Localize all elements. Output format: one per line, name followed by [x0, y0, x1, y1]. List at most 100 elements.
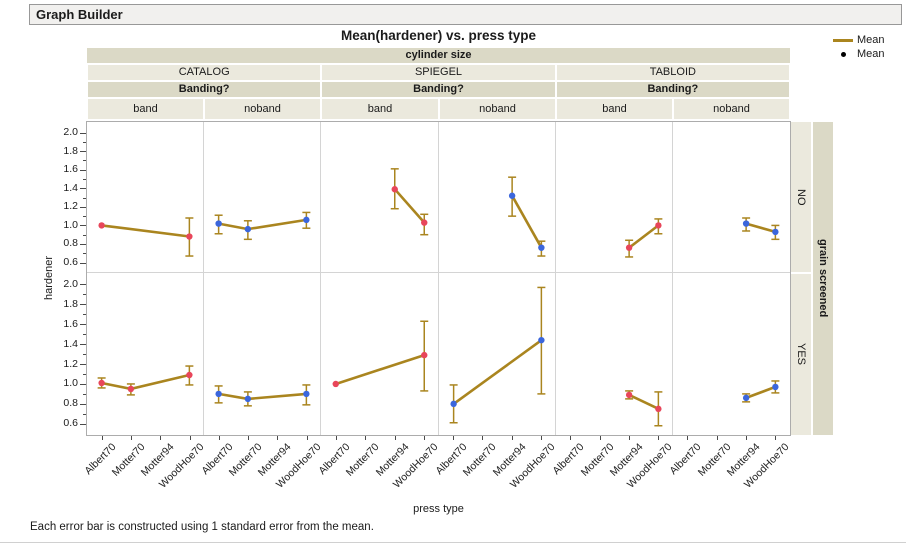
- mean-marker[interactable]: [303, 216, 310, 224]
- y-tick-label: 1.6: [63, 163, 78, 176]
- panel-plot: [332, 320, 429, 392]
- y-minor-tick: [83, 253, 86, 255]
- mean-marker[interactable]: [98, 379, 105, 387]
- row-group-NO[interactable]: NO: [791, 122, 811, 272]
- panel-YES-TABLOID-noband[interactable]: [673, 273, 790, 435]
- y-minor-tick: [83, 314, 86, 316]
- y-tick-label: 1.8: [63, 144, 78, 157]
- panel-YES-CATALOG-band[interactable]: [87, 273, 204, 435]
- y-minor-tick: [83, 393, 86, 395]
- mean-marker[interactable]: [303, 390, 310, 398]
- mean-marker[interactable]: [655, 405, 662, 413]
- mean-marker[interactable]: [186, 371, 193, 379]
- y-tick-label: 1.8: [63, 297, 78, 310]
- panel-NO-CATALOG-noband[interactable]: [204, 122, 321, 273]
- mean-marker[interactable]: [742, 394, 750, 402]
- x-tick: [394, 436, 396, 440]
- panel-NO-TABLOID-band[interactable]: [556, 122, 673, 273]
- y-tick: [80, 344, 86, 346]
- mean-marker[interactable]: [127, 385, 135, 393]
- panel-plot: [508, 176, 546, 257]
- mean-marker[interactable]: [772, 383, 779, 391]
- subgroup-header-band-4[interactable]: band: [557, 99, 672, 119]
- legend-item-mean-point[interactable]: Mean: [833, 47, 885, 61]
- y-tick-label: 1.2: [63, 200, 78, 213]
- y-minor-tick: [83, 216, 86, 218]
- mean-marker[interactable]: [508, 192, 516, 199]
- mean-marker[interactable]: [215, 220, 222, 227]
- banding-header-spiegel[interactable]: Banding?: [322, 82, 555, 97]
- mean-marker[interactable]: [450, 400, 457, 408]
- subgroup-header-band-2[interactable]: band: [322, 99, 438, 119]
- mean-line: [218, 392, 307, 401]
- mean-marker[interactable]: [98, 222, 105, 229]
- mean-marker[interactable]: [742, 220, 750, 227]
- col-group-spiegel[interactable]: SPIEGEL: [322, 65, 555, 80]
- mean-marker[interactable]: [538, 244, 545, 251]
- y-tick-label: 1.4: [63, 181, 78, 194]
- x-tick: [541, 436, 543, 440]
- y-tick: [80, 364, 86, 366]
- y-tick: [80, 225, 86, 227]
- x-tick: [511, 436, 513, 440]
- col-group-tabloid[interactable]: TABLOID: [556, 65, 789, 80]
- panel-YES-CATALOG-noband[interactable]: [204, 273, 321, 435]
- row-group-label-grain-screened[interactable]: grain screened: [813, 122, 833, 435]
- panel-NO-TABLOID-noband[interactable]: [673, 122, 790, 273]
- x-axis-label[interactable]: press type: [413, 503, 464, 515]
- mean-marker[interactable]: [772, 228, 779, 236]
- panel-YES-TABLOID-band[interactable]: [556, 273, 673, 435]
- mean-line: [628, 393, 659, 410]
- y-tick-label: 2.0: [63, 277, 78, 290]
- mean-line: [101, 373, 190, 391]
- chart-title[interactable]: Mean(hardener) vs. press type: [340, 28, 537, 43]
- outline-title-bar[interactable]: Graph Builder: [29, 4, 902, 25]
- subgroup-header-noband-3[interactable]: noband: [440, 99, 555, 119]
- banding-header-tabloid[interactable]: Banding?: [556, 82, 789, 97]
- panel-NO-SPIEGEL-band[interactable]: [321, 122, 439, 273]
- mean-marker[interactable]: [538, 336, 545, 344]
- mean-marker[interactable]: [244, 225, 252, 233]
- mean-line: [745, 222, 776, 234]
- y-minor-tick: [83, 160, 86, 162]
- subgroup-header-noband-1[interactable]: noband: [205, 99, 320, 119]
- panel-YES-SPIEGEL-noband[interactable]: [439, 273, 556, 435]
- y-tick: [80, 188, 86, 190]
- x-tick: [453, 436, 455, 440]
- x-tick: [482, 436, 484, 440]
- panel-YES-SPIEGEL-band[interactable]: [321, 273, 439, 435]
- y-tick: [80, 243, 86, 245]
- mean-line: [510, 195, 543, 249]
- banding-header-catalog[interactable]: Banding?: [88, 82, 321, 97]
- x-tick: [775, 436, 777, 440]
- mean-marker[interactable]: [186, 233, 193, 240]
- mean-marker[interactable]: [244, 395, 252, 403]
- col-group-catalog[interactable]: CATALOG: [88, 65, 321, 80]
- y-minor-tick: [83, 413, 86, 415]
- mean-marker[interactable]: [421, 351, 428, 359]
- mean-marker[interactable]: [391, 186, 398, 193]
- mean-marker[interactable]: [215, 390, 222, 398]
- x-tick: [570, 436, 572, 440]
- col-group-header-cylinder-size[interactable]: cylinder size: [87, 48, 790, 63]
- mean-marker[interactable]: [655, 222, 662, 229]
- panel-NO-CATALOG-band[interactable]: [87, 122, 204, 273]
- legend-item-mean-line[interactable]: Mean: [833, 33, 885, 47]
- mean-marker[interactable]: [625, 244, 633, 251]
- panel-plot: [742, 217, 780, 241]
- panel-plot: [390, 168, 429, 236]
- subgroup-header-band-0[interactable]: band: [88, 99, 203, 119]
- x-tick: [277, 436, 279, 440]
- mean-marker[interactable]: [625, 391, 633, 399]
- panel-NO-SPIEGEL-noband[interactable]: [439, 122, 556, 273]
- x-tick: [248, 436, 250, 440]
- error-bar-note: Each error bar is constructed using 1 st…: [30, 521, 374, 533]
- row-group-YES[interactable]: YES: [791, 274, 811, 435]
- mean-marker[interactable]: [421, 219, 428, 226]
- y-tick-label: 1.4: [63, 337, 78, 350]
- x-tick: [628, 436, 630, 440]
- x-tick: [716, 436, 718, 440]
- subgroup-header-noband-5[interactable]: noband: [674, 99, 789, 119]
- mean-marker[interactable]: [332, 380, 339, 388]
